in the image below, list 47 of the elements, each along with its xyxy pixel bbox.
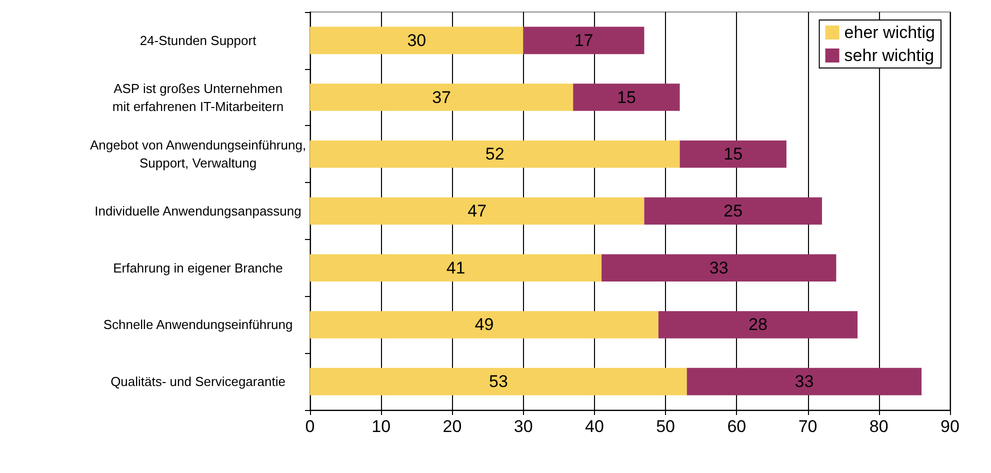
bar bbox=[310, 197, 644, 225]
data-label: 52 bbox=[485, 144, 504, 164]
x-tick-label: 10 bbox=[372, 417, 391, 436]
bar bbox=[523, 26, 644, 54]
y-tick-label: Angebot von Anwendungseinführung, Support, Verwaltung bbox=[90, 138, 306, 171]
data-label: 15 bbox=[724, 144, 743, 164]
bar bbox=[573, 84, 680, 111]
data-label: 33 bbox=[709, 258, 728, 278]
y-tick-label: Schnelle Anwendungseinführung bbox=[103, 317, 293, 332]
bar bbox=[602, 254, 836, 282]
x-tick-label: 40 bbox=[584, 417, 604, 436]
bar bbox=[310, 311, 658, 338]
data-label: 28 bbox=[748, 315, 768, 334]
x-tick-label: 80 bbox=[869, 417, 888, 436]
data-label: 17 bbox=[574, 30, 594, 50]
bar bbox=[310, 254, 602, 282]
legend-label: sehr wichtig bbox=[844, 46, 934, 65]
x-tick-label: 30 bbox=[514, 417, 533, 436]
data-label: 15 bbox=[616, 88, 636, 107]
bar bbox=[310, 140, 680, 168]
legend-label: eher wichtig bbox=[844, 23, 936, 42]
x-tick-label: 0 bbox=[305, 417, 315, 436]
data-label: 47 bbox=[468, 202, 487, 220]
bar bbox=[658, 311, 858, 338]
bar bbox=[310, 84, 574, 111]
x-tick-label: 90 bbox=[940, 417, 960, 436]
x-tick-label: 50 bbox=[656, 417, 676, 436]
y-tick-label: Qualitäts- und Servicegarantie bbox=[110, 374, 286, 390]
data-label: 41 bbox=[446, 258, 466, 278]
bar bbox=[686, 368, 922, 396]
y-tick-label: ASP ist großes Unternehmen mit erfahrenen IT-Mitarbeitern bbox=[112, 80, 284, 114]
data-label: 37 bbox=[432, 88, 452, 107]
data-label: 33 bbox=[794, 372, 814, 392]
y-tick-label: Erfahrung in eigener Branche bbox=[113, 260, 283, 276]
bar bbox=[310, 26, 524, 54]
data-label: 30 bbox=[407, 30, 426, 50]
bar bbox=[310, 368, 687, 396]
y-tick-label: 24-Stunden Support bbox=[140, 32, 257, 48]
x-tick-label: 60 bbox=[727, 417, 746, 436]
bar bbox=[644, 197, 822, 225]
data-label: 49 bbox=[474, 315, 494, 334]
data-label: 53 bbox=[488, 372, 508, 392]
bar bbox=[680, 140, 786, 168]
x-tick-label: 20 bbox=[442, 417, 462, 436]
x-tick-label: 70 bbox=[798, 417, 818, 436]
data-label: 25 bbox=[724, 202, 743, 220]
y-tick-label: Individuelle Anwendungsanpassung bbox=[94, 204, 302, 218]
